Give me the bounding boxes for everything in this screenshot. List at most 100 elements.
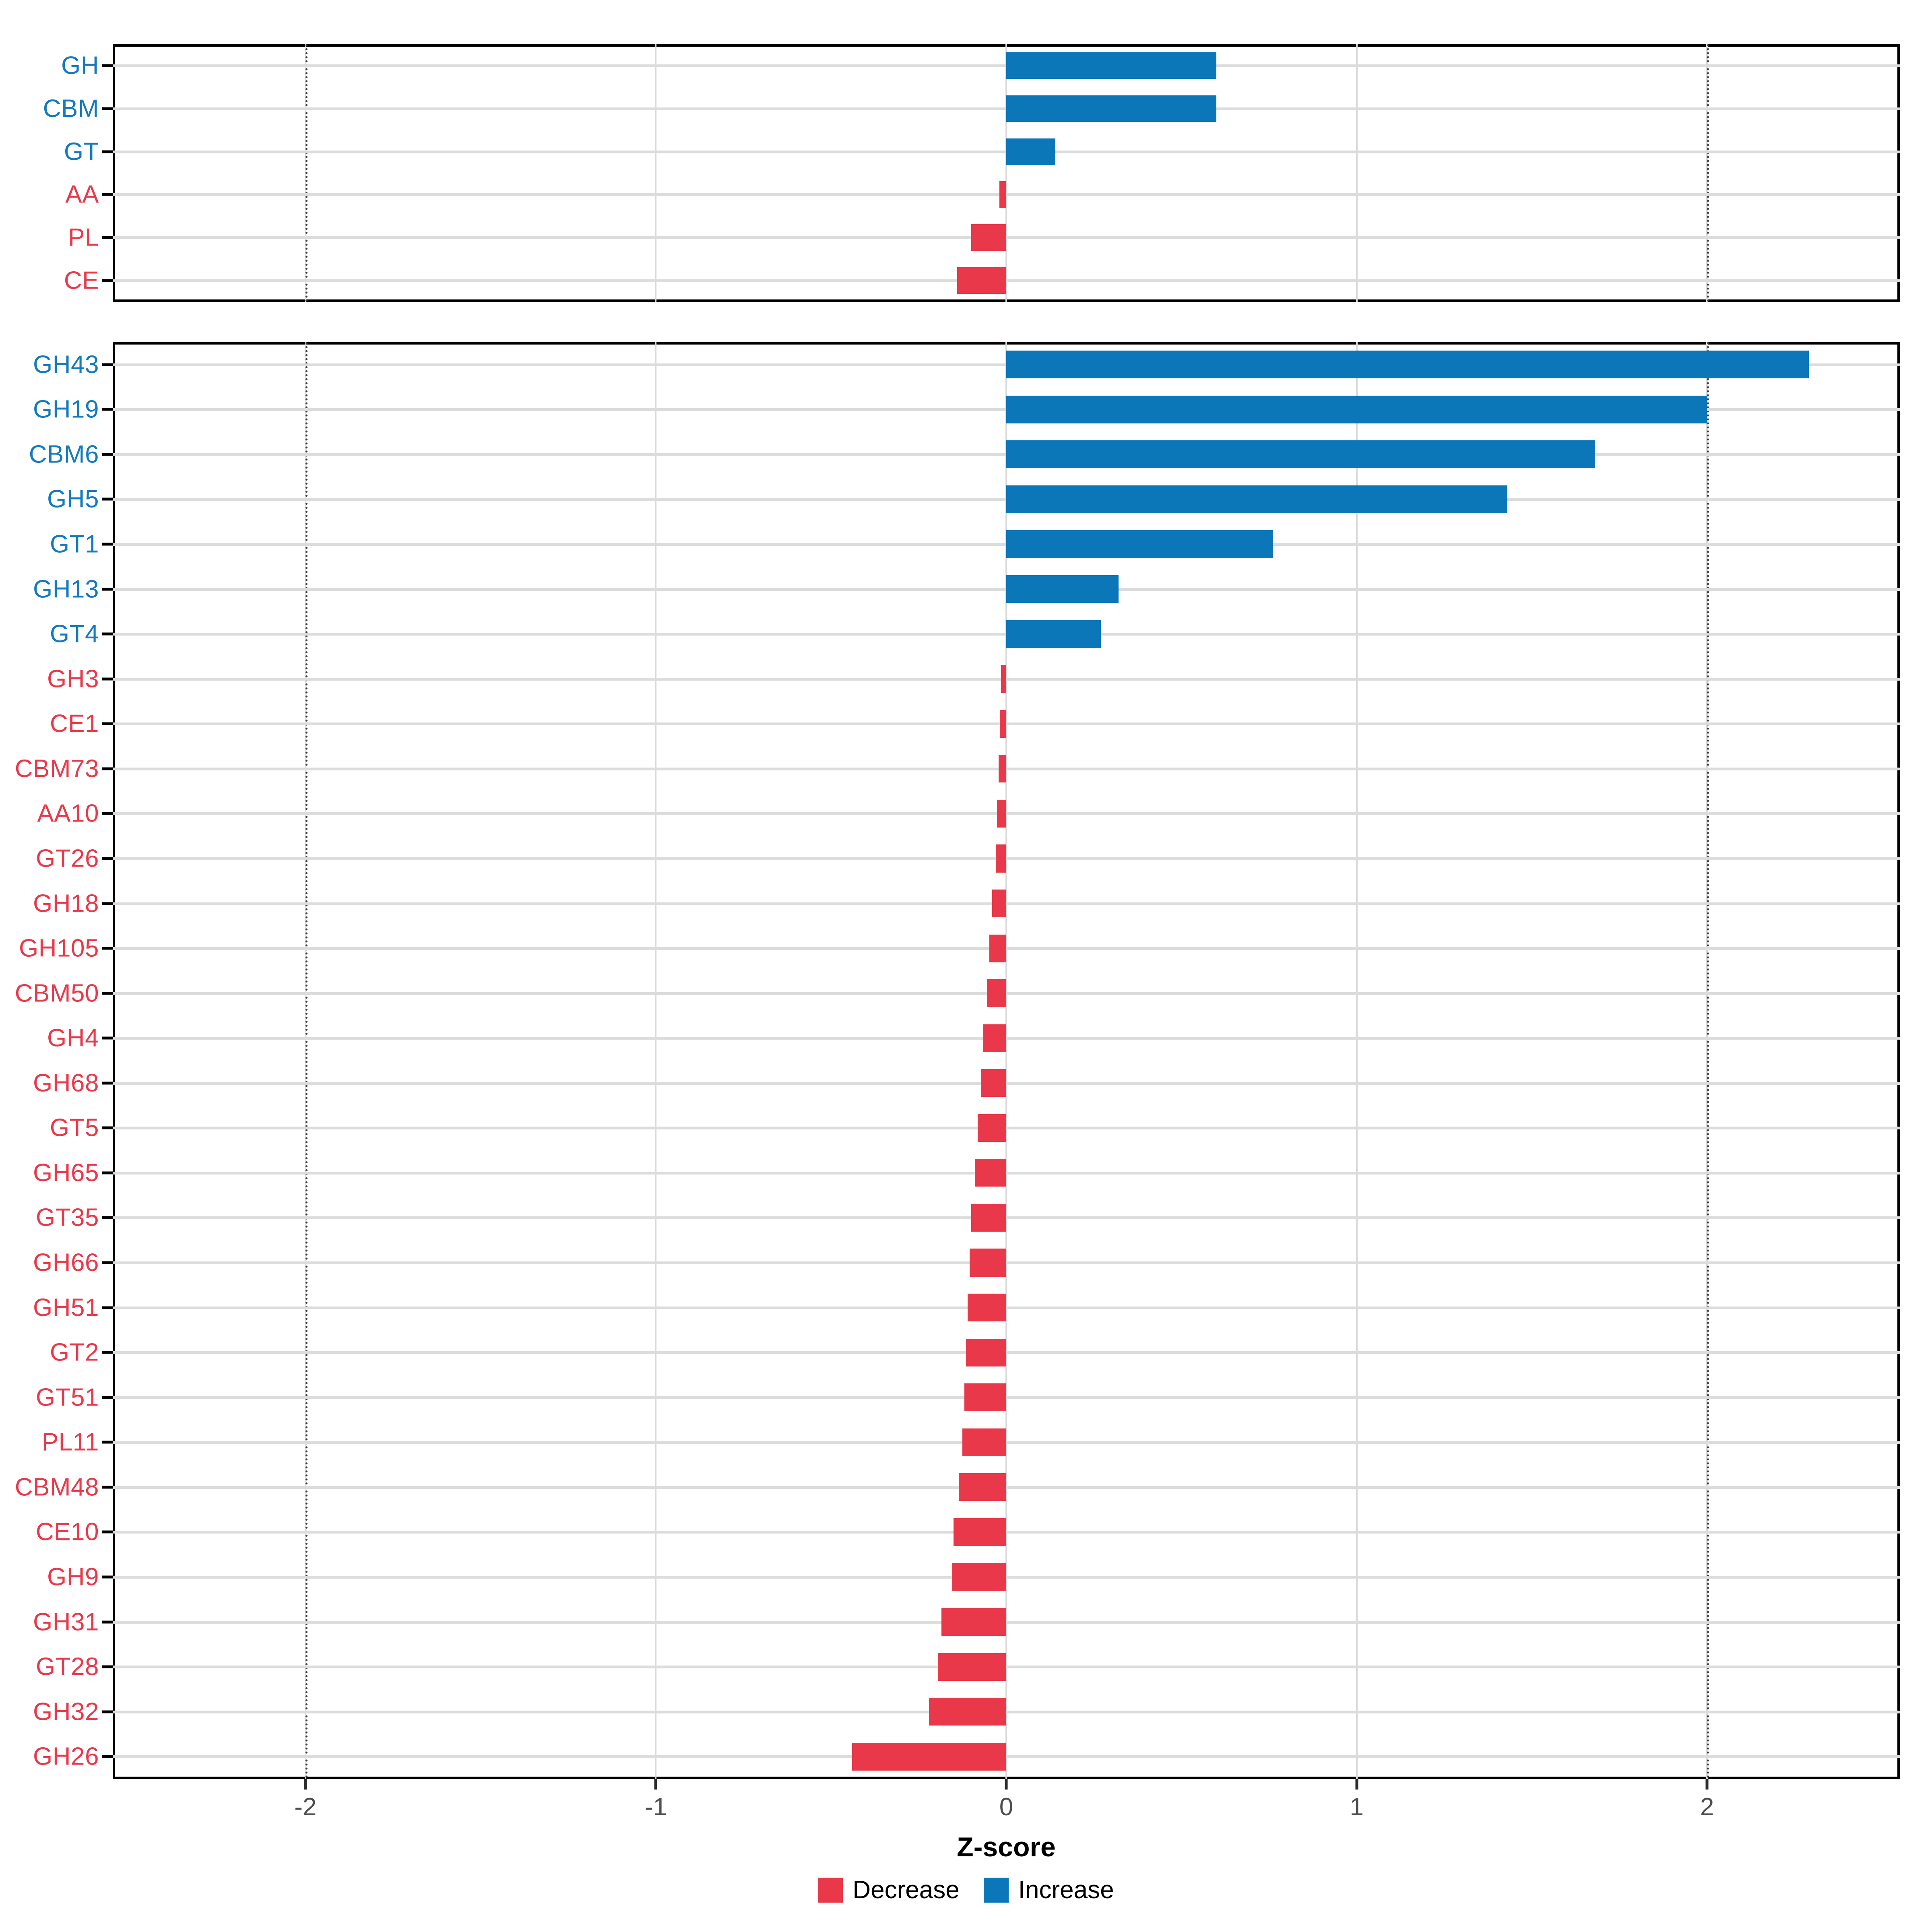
bar-GT [1006, 138, 1055, 165]
legend-item-increase: Increase [983, 1876, 1114, 1904]
gridline-y-CBM48 [113, 1486, 1900, 1489]
bar-CE [957, 267, 1006, 294]
gridline-y-CBM73 [113, 767, 1900, 770]
gridline-y-GT51 [113, 1396, 1900, 1399]
y-axis-label-GH51: GH51 [33, 1294, 99, 1322]
y-axis-label-GH43: GH43 [33, 351, 99, 379]
gridline-y-GT5 [113, 1127, 1900, 1130]
y-tick-CE [102, 279, 113, 282]
y-tick-GT28 [102, 1665, 113, 1668]
gridline-y-GT28 [113, 1666, 1900, 1669]
y-axis-label-PL11: PL11 [41, 1428, 99, 1456]
y-axis-label-GH65: GH65 [33, 1159, 99, 1187]
cazyme-class-panel [113, 44, 1900, 302]
gridline-y-CE [113, 279, 1900, 282]
bar-CE10 [954, 1518, 1006, 1546]
x-tick-label-0: 0 [999, 1793, 1013, 1821]
y-axis-label-CE: CE [64, 266, 99, 295]
y-tick-GT1 [102, 543, 113, 546]
y-axis-label-GT4: GT4 [50, 620, 99, 648]
legend-swatch-increase [983, 1877, 1009, 1903]
gridline-y-GT35 [113, 1216, 1900, 1220]
bar-GH31 [941, 1608, 1006, 1636]
bar-GT28 [938, 1653, 1006, 1681]
y-axis-label-GH5: GH5 [47, 485, 99, 513]
y-tick-GH9 [102, 1575, 113, 1579]
gridline-y-PL [113, 236, 1900, 239]
bar-GH4 [983, 1024, 1006, 1052]
bar-GH51 [968, 1294, 1006, 1322]
y-tick-GH4 [102, 1036, 113, 1040]
y-axis-label-PL: PL [68, 223, 99, 252]
y-tick-AA10 [102, 812, 113, 815]
bar-GH66 [969, 1249, 1006, 1277]
x-tick--1 [654, 1779, 657, 1790]
gridline-y-GH9 [113, 1575, 1900, 1579]
y-tick-GT4 [102, 632, 113, 636]
bar-CBM73 [998, 755, 1006, 783]
reference-line-2 [1707, 44, 1709, 302]
gridline-y-GH4 [113, 1037, 1900, 1040]
bar-GH19 [1006, 395, 1707, 423]
gridline-y-CBM50 [113, 992, 1900, 995]
y-tick-GH3 [102, 677, 113, 681]
y-tick-AA [102, 193, 113, 196]
gridline-y-AA [113, 193, 1900, 196]
y-axis-label-GH105: GH105 [19, 934, 99, 962]
y-tick-GT5 [102, 1126, 113, 1129]
y-tick-GT2 [102, 1351, 113, 1354]
y-axis-label-GT: GT [64, 138, 99, 166]
x-tick-label--2: -2 [294, 1793, 317, 1821]
bar-GT2 [966, 1338, 1006, 1366]
y-axis-label-GH4: GH4 [47, 1024, 99, 1052]
x-axis-title: Z-score [957, 1832, 1056, 1862]
gridline-y-GH105 [113, 947, 1900, 950]
x-tick-1 [1355, 1779, 1358, 1790]
bar-GH65 [974, 1159, 1006, 1187]
gridline-y-GH51 [113, 1306, 1900, 1309]
y-axis-label-GH32: GH32 [33, 1698, 99, 1726]
y-tick-GT [102, 150, 113, 153]
y-tick-GH5 [102, 497, 113, 501]
gridline-y-GH32 [113, 1710, 1900, 1713]
y-tick-GH [102, 64, 113, 67]
gridline-y-GH3 [113, 677, 1900, 681]
gridline-x-1 [1356, 342, 1358, 1779]
y-axis-label-GH3: GH3 [47, 665, 99, 693]
bar-CBM [1006, 95, 1217, 122]
bar-GH105 [989, 934, 1006, 962]
y-tick-GH18 [102, 902, 113, 905]
gridline-y-GT26 [113, 857, 1900, 860]
gridline-y-GH66 [113, 1261, 1900, 1265]
bar-GH13 [1006, 575, 1119, 603]
y-tick-CBM6 [102, 453, 113, 456]
legend-label-decrease: Decrease [852, 1876, 960, 1904]
y-axis-label-GH31: GH31 [33, 1608, 99, 1636]
reference-line-2 [1707, 342, 1709, 1779]
y-axis-label-CE1: CE1 [50, 710, 99, 738]
y-axis-label-GH68: GH68 [33, 1069, 99, 1097]
y-axis-label-GT2: GT2 [50, 1338, 99, 1366]
plot-area-main [113, 342, 1900, 1779]
y-axis-label-GT26: GT26 [35, 844, 99, 873]
y-axis-label-CBM48: CBM48 [14, 1473, 99, 1501]
plot-area-top [113, 44, 1900, 302]
y-axis-label-GT1: GT1 [50, 530, 99, 558]
bar-GT4 [1006, 620, 1101, 648]
y-tick-CE10 [102, 1530, 113, 1534]
y-tick-GT35 [102, 1216, 113, 1219]
bar-GH43 [1006, 351, 1809, 379]
y-tick-GH43 [102, 363, 113, 366]
gridline-x-0 [1005, 44, 1007, 302]
bar-GH3 [1001, 665, 1006, 693]
y-tick-GH13 [102, 588, 113, 591]
y-axis-label-GH18: GH18 [33, 890, 99, 918]
y-axis-label-GH19: GH19 [33, 395, 99, 423]
gridline-y-GH26 [113, 1755, 1900, 1759]
bar-GH5 [1006, 485, 1507, 514]
y-tick-GH26 [102, 1755, 113, 1758]
legend-swatch-decrease [818, 1877, 843, 1903]
y-axis-label-CE10: CE10 [35, 1518, 99, 1546]
gridline-y-CE10 [113, 1531, 1900, 1534]
y-axis-label-GH66: GH66 [33, 1249, 99, 1277]
